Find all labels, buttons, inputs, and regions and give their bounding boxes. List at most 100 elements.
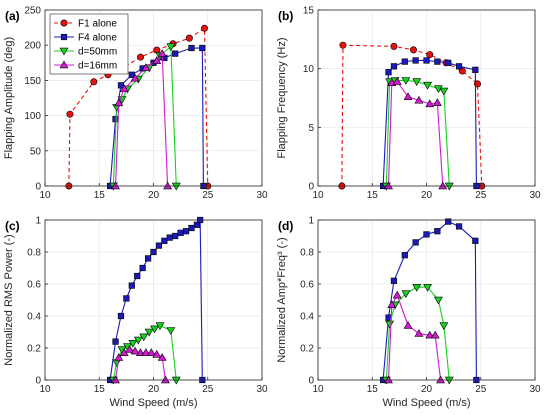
data-point <box>412 239 419 246</box>
y-axis-label: Flapping Frequency (Hz) <box>276 37 288 158</box>
data-point <box>412 57 419 64</box>
data-point <box>414 95 424 104</box>
data-point <box>439 322 449 331</box>
data-point <box>166 327 176 335</box>
x-tick-label: 25 <box>202 384 214 395</box>
data-point <box>439 87 449 96</box>
data-point <box>188 224 195 232</box>
panel-letter: (c) <box>5 219 20 233</box>
y-tick-label: 15 <box>303 6 315 17</box>
legend-marker <box>60 19 68 27</box>
data-point <box>125 345 135 353</box>
data-point <box>166 43 176 52</box>
x-tick-label: 30 <box>256 384 268 395</box>
data-point <box>152 349 162 358</box>
data-point <box>384 375 393 384</box>
data-point <box>133 336 143 345</box>
data-point <box>123 295 130 302</box>
x-tick-label: 10 <box>39 190 51 201</box>
chart-panel-2: 10 15 20 25 30 0 5 10 15 Flapping Frequency (Hz) (… <box>276 6 541 202</box>
x-axis-label: Wind Speed (m/s) <box>109 397 197 409</box>
y-tick-label: 10 <box>303 64 315 75</box>
data-point <box>444 182 454 191</box>
data-point <box>423 81 433 90</box>
series-d-16mm <box>111 345 170 384</box>
data-point <box>426 51 434 59</box>
y-tick-label: 0.2 <box>300 344 314 355</box>
data-point <box>390 277 398 284</box>
data-point <box>128 282 135 289</box>
legend-marker <box>59 47 69 56</box>
x-tick-label: 15 <box>367 190 379 201</box>
data-point <box>430 330 440 339</box>
data-point <box>339 41 347 49</box>
data-point <box>111 375 120 384</box>
data-point <box>434 296 443 305</box>
data-point <box>412 78 422 87</box>
y-tick-label: 1 <box>308 216 314 227</box>
data-point <box>434 228 441 235</box>
x-tick-label: 10 <box>312 384 324 395</box>
data-point <box>401 58 408 65</box>
data-point <box>136 348 145 357</box>
data-point <box>414 329 424 337</box>
data-point <box>157 353 167 361</box>
y-tick-label: 0 <box>308 376 314 387</box>
data-point <box>200 24 208 32</box>
data-point <box>166 234 173 241</box>
series-d-16mm <box>111 49 173 190</box>
y-tick-label: 200 <box>24 41 41 52</box>
data-point <box>390 63 398 70</box>
series-d-16mm <box>384 290 446 384</box>
data-point <box>171 182 181 191</box>
data-point <box>423 283 433 292</box>
data-point <box>155 322 165 331</box>
data-point <box>134 272 141 280</box>
data-point <box>117 312 125 320</box>
data-point <box>114 98 124 107</box>
data-point <box>141 63 151 71</box>
data-point <box>90 78 98 86</box>
data-point <box>472 237 479 244</box>
data-point <box>432 98 442 106</box>
data-point <box>163 181 173 190</box>
data-point <box>472 66 479 73</box>
data-point <box>455 223 463 230</box>
data-point <box>390 42 398 50</box>
data-point <box>425 330 435 339</box>
data-point <box>193 221 201 228</box>
chart-panel-3: 10 15 20 25 30 0 0.2 0.4 0.6 0.8 1 Normalized RMS P… <box>3 216 268 410</box>
data-point <box>436 375 446 384</box>
y-tick-label: 0.2 <box>27 344 41 355</box>
y-tick-label: 250 <box>24 6 41 17</box>
data-point <box>182 228 190 235</box>
data-point <box>139 264 146 272</box>
y-tick-label: 0.4 <box>27 312 41 323</box>
data-point <box>141 348 151 357</box>
data-point <box>144 328 154 337</box>
chart-panel-1: 10 15 20 25 30 0 50 100 150 200 250 Flapping Amplit… <box>3 6 268 202</box>
data-point <box>171 376 181 385</box>
data-point <box>401 290 411 299</box>
data-point <box>409 46 417 54</box>
panel-letter: (b) <box>278 9 293 23</box>
data-point <box>387 300 397 309</box>
data-point <box>157 49 167 57</box>
x-axis-label: Wind Speed (m/s) <box>382 397 470 409</box>
y-tick-label: 0.6 <box>300 280 314 291</box>
data-point <box>188 44 195 52</box>
y-tick-label: 0.8 <box>300 248 314 259</box>
data-point <box>153 46 161 54</box>
x-tick-label: 20 <box>148 190 160 201</box>
legend: F1 alone F4 alone d=50mm d=16mm <box>49 13 129 75</box>
data-point <box>423 57 430 64</box>
data-point <box>392 77 402 85</box>
y-tick-label: 100 <box>24 111 41 122</box>
legend-entry: F4 alone <box>78 33 117 44</box>
data-point <box>161 375 170 384</box>
data-point <box>111 181 120 190</box>
x-tick-label: 20 <box>421 384 433 395</box>
data-point <box>146 348 156 357</box>
data-point <box>412 283 422 292</box>
